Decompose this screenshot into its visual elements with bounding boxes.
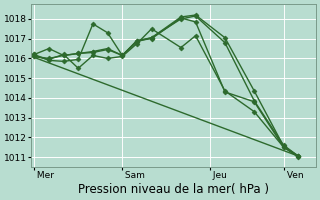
X-axis label: Pression niveau de la mer( hPa ): Pression niveau de la mer( hPa ) (78, 183, 269, 196)
